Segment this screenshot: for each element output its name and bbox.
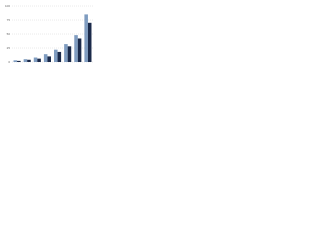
bar [64, 44, 68, 62]
chart: 0 25 50 75 100 [5, 4, 93, 64]
bar [47, 56, 51, 62]
y-tick-label: 0 [8, 60, 10, 64]
bar [87, 22, 92, 62]
bar [13, 60, 18, 62]
bar [77, 38, 82, 62]
bar [67, 46, 72, 62]
bar [84, 14, 88, 62]
bar [17, 60, 21, 62]
bar [43, 54, 48, 62]
bar [57, 51, 62, 62]
page: {"chart_data": {"type": "bar", "categori… [0, 0, 320, 71]
y-tick-label: 50 [7, 32, 11, 36]
bar [33, 57, 38, 62]
bar [27, 59, 31, 62]
bar [23, 59, 28, 62]
y-tick-label: 75 [7, 18, 11, 22]
bar [74, 35, 78, 62]
y-tick-label: 100 [5, 4, 10, 8]
y-tick-label: 25 [7, 46, 11, 50]
bar [54, 49, 58, 62]
bar [37, 58, 41, 62]
